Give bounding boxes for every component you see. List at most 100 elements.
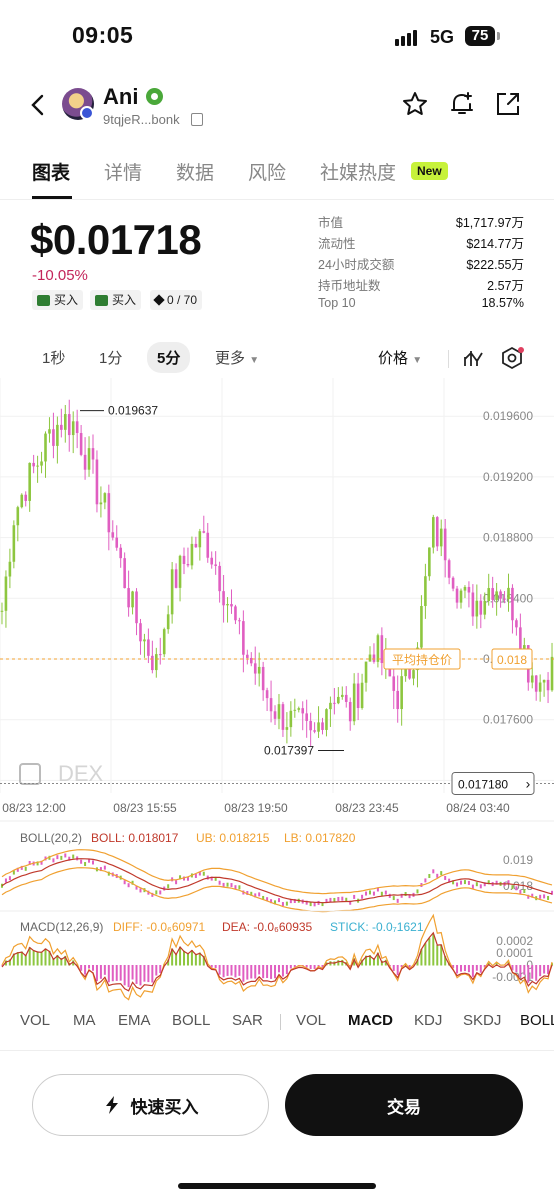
macd-bar	[12, 953, 15, 966]
candle-body	[348, 701, 352, 722]
macd-bar	[479, 965, 482, 973]
candle-body	[210, 557, 214, 565]
diamond-icon	[153, 294, 165, 306]
macd-bar	[376, 952, 379, 966]
boll-mid-line	[1, 858, 553, 904]
buy-chip-wallet[interactable]: 买入	[90, 290, 142, 310]
indicator-vol[interactable]: VOL	[20, 1012, 51, 1029]
indicator-skdj[interactable]: SKDJ	[463, 1012, 502, 1029]
chain-badge-icon	[80, 106, 94, 120]
macd-bar	[159, 965, 162, 974]
candle-body	[542, 679, 546, 683]
macd-bar	[365, 955, 368, 966]
indicator-icon[interactable]	[462, 347, 484, 369]
back-icon[interactable]	[28, 92, 48, 118]
boll-candle	[68, 856, 71, 861]
candle-body	[273, 711, 277, 719]
price-chart[interactable]: 0.0196000.0192000.0188000.0184000.018000…	[0, 378, 554, 1008]
copy-icon[interactable]	[191, 113, 203, 126]
bell-plus-icon[interactable]	[448, 90, 476, 118]
macd-bar	[107, 965, 110, 983]
x-tick-label: 08/23 19:50	[224, 801, 288, 815]
boll-candle	[80, 859, 83, 864]
macd-bar	[179, 946, 182, 966]
indicator-vol-sub[interactable]: VOL	[296, 1012, 327, 1029]
indicator-kdj[interactable]: KDJ	[414, 1012, 443, 1029]
share-icon[interactable]	[494, 90, 522, 118]
indicator-sar[interactable]: SAR	[232, 1012, 263, 1029]
macd-bar	[543, 965, 546, 974]
x-tick-label: 08/24 03:40	[446, 801, 510, 815]
indicator-macd[interactable]: MACD	[348, 1012, 393, 1029]
boll-candle	[91, 860, 94, 865]
tab-risk[interactable]: 风险	[248, 163, 287, 184]
price-selector[interactable]: 价格 ▼	[378, 350, 423, 367]
indicator-ema[interactable]: EMA	[118, 1012, 151, 1029]
candle-body	[257, 666, 261, 674]
avg-hold-value-tag	[491, 648, 533, 670]
boll-candle	[127, 883, 130, 888]
boll-candle	[456, 882, 459, 887]
indicator-ma[interactable]: MA	[73, 1012, 96, 1029]
candle-body	[99, 502, 103, 505]
tab-details[interactable]: 详情	[104, 163, 143, 184]
holders-chip[interactable]: 0 / 70	[150, 290, 203, 310]
boll-candle	[531, 893, 534, 898]
boll-candle	[202, 871, 205, 876]
stat-row: 流动性 $214.77万	[318, 237, 524, 251]
macd-stick: STICK: -0.0₇1621	[330, 920, 424, 934]
boll-candle	[8, 876, 11, 881]
boll-candle	[376, 887, 379, 892]
candle-body	[178, 555, 182, 588]
boll-candle	[99, 867, 102, 872]
star-icon[interactable]	[401, 90, 429, 118]
settings-icon[interactable]	[500, 346, 524, 370]
indicator-boll[interactable]: BOLL	[172, 1012, 211, 1029]
boll-candle	[270, 899, 273, 904]
boll-candle	[519, 889, 522, 894]
indicator-boll-sub[interactable]: BOLL	[520, 1012, 554, 1029]
macd-bar	[155, 965, 158, 976]
macd-bar	[186, 952, 189, 966]
boll-candle	[424, 878, 427, 883]
y-tick-label: 0.019200	[483, 470, 533, 484]
boll-candle	[266, 897, 269, 902]
buy-chip-code[interactable]: 买入	[32, 290, 84, 310]
interval-5m[interactable]: 5分	[147, 342, 191, 373]
interval-1m[interactable]: 1分	[99, 350, 123, 367]
macd-bar	[396, 965, 399, 976]
boll-candle	[289, 899, 292, 904]
tab-social[interactable]: 社媒热度	[320, 163, 397, 184]
lightning-icon	[105, 1096, 118, 1114]
macd-bar	[91, 965, 94, 971]
tab-chart[interactable]: 图表	[32, 163, 71, 184]
candle-body	[12, 525, 16, 562]
indicator-bar: VOL MA EMA BOLL SAR VOL MACD KDJ SKDJ BO…	[0, 1008, 554, 1036]
x-tick-label: 08/23 12:00	[2, 801, 66, 815]
interval-1s[interactable]: 1秒	[42, 350, 66, 367]
candle-body	[151, 655, 154, 671]
boll-candle	[72, 854, 75, 859]
candle-body	[166, 614, 170, 630]
tab-data[interactable]: 数据	[176, 163, 215, 184]
candle-body	[158, 654, 162, 656]
trade-button[interactable]: 交易	[285, 1074, 523, 1136]
macd-bar	[40, 951, 43, 966]
candle-body	[487, 588, 491, 601]
interval-more[interactable]: 更多 ▼	[215, 350, 260, 367]
candle-body	[479, 600, 483, 615]
macd-bar	[483, 965, 486, 968]
candle-body	[91, 448, 95, 460]
quick-buy-button[interactable]: 快速买入	[32, 1074, 269, 1136]
boll-candle	[329, 897, 332, 902]
candle-body	[222, 591, 225, 606]
macd-bar	[20, 951, 23, 966]
low-label: 0.017397	[264, 744, 314, 758]
boll-candle	[194, 873, 197, 878]
y-tick-label: 0.018800	[483, 531, 533, 545]
macd-bar	[127, 965, 130, 988]
boll-candle	[131, 880, 134, 885]
divider	[0, 1050, 554, 1051]
candle-body	[459, 590, 463, 603]
boll-candle	[0, 883, 3, 888]
